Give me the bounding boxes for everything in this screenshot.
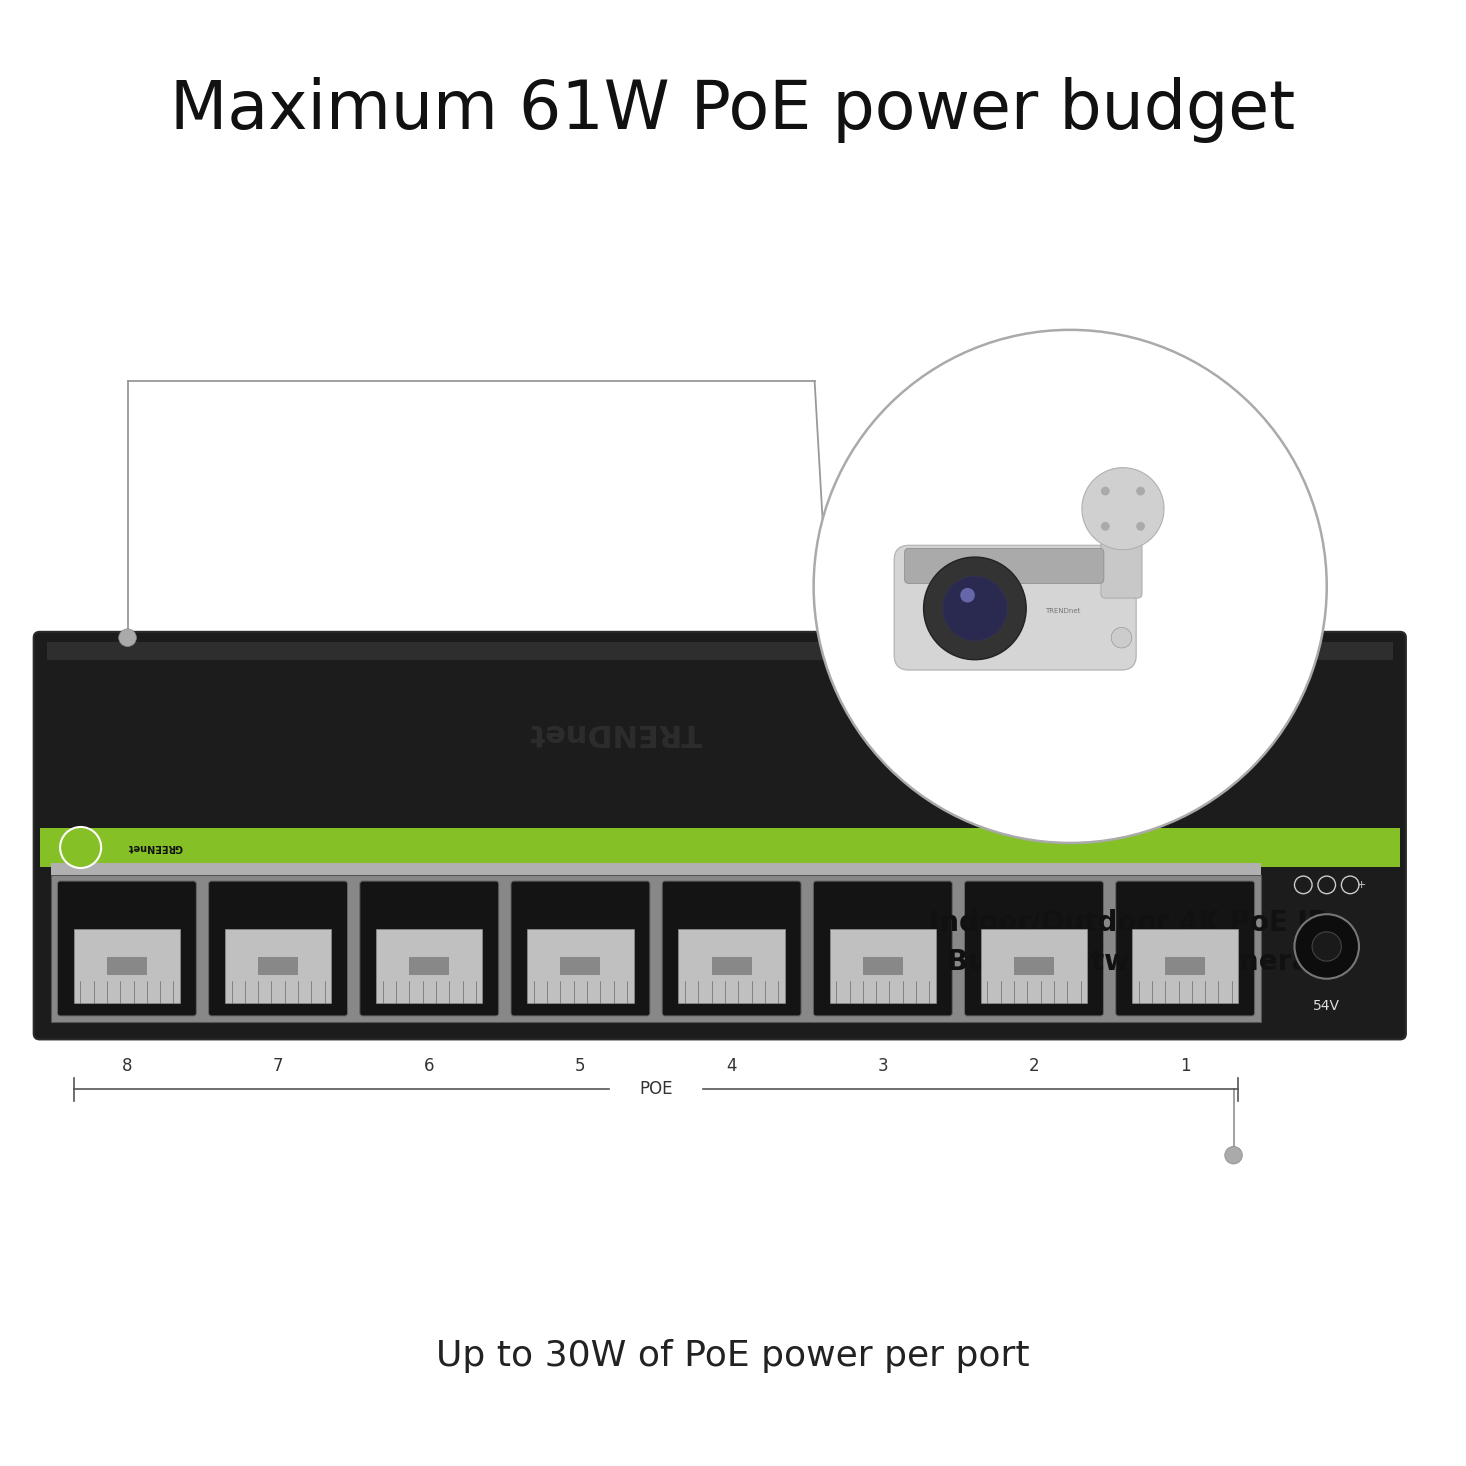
Bar bbox=[679, 929, 784, 1003]
Circle shape bbox=[960, 588, 975, 603]
Text: 54V: 54V bbox=[1314, 1000, 1340, 1013]
Bar bbox=[377, 929, 482, 1003]
Bar bbox=[409, 957, 449, 975]
Circle shape bbox=[943, 576, 1007, 641]
Text: 1: 1 bbox=[1180, 1057, 1190, 1075]
FancyBboxPatch shape bbox=[359, 881, 498, 1016]
Bar bbox=[40, 828, 1400, 868]
Bar bbox=[711, 957, 752, 975]
FancyBboxPatch shape bbox=[57, 881, 196, 1016]
FancyBboxPatch shape bbox=[34, 632, 1406, 1039]
Text: 5: 5 bbox=[575, 1057, 586, 1075]
Text: TRENDnet: TRENDnet bbox=[529, 718, 702, 748]
Circle shape bbox=[1111, 627, 1132, 648]
FancyBboxPatch shape bbox=[663, 881, 800, 1016]
FancyBboxPatch shape bbox=[512, 881, 649, 1016]
Text: TRENDnet: TRENDnet bbox=[1045, 608, 1080, 614]
Text: GREENnet: GREENnet bbox=[128, 843, 183, 853]
Circle shape bbox=[1224, 1146, 1242, 1164]
Text: POE: POE bbox=[639, 1080, 673, 1098]
Bar bbox=[258, 957, 298, 975]
Circle shape bbox=[119, 629, 136, 647]
Text: 7: 7 bbox=[273, 1057, 283, 1075]
FancyBboxPatch shape bbox=[814, 881, 953, 1016]
Bar bbox=[47, 642, 1393, 660]
Text: 8: 8 bbox=[122, 1057, 132, 1075]
Circle shape bbox=[1082, 468, 1164, 550]
FancyBboxPatch shape bbox=[894, 545, 1136, 670]
Text: Up to 30W of PoE power per port: Up to 30W of PoE power per port bbox=[437, 1338, 1029, 1374]
Text: Maximum 61W PoE power budget: Maximum 61W PoE power budget bbox=[170, 76, 1296, 144]
FancyBboxPatch shape bbox=[208, 881, 347, 1016]
Bar bbox=[981, 929, 1088, 1003]
Text: 4: 4 bbox=[726, 1057, 737, 1075]
FancyBboxPatch shape bbox=[905, 548, 1104, 583]
Circle shape bbox=[1101, 487, 1110, 496]
Circle shape bbox=[1136, 522, 1145, 531]
Bar bbox=[51, 863, 1261, 875]
Text: +: + bbox=[1358, 880, 1366, 890]
Bar bbox=[1132, 929, 1239, 1003]
Bar bbox=[51, 875, 1261, 1022]
Bar bbox=[560, 957, 601, 975]
FancyBboxPatch shape bbox=[1116, 881, 1255, 1016]
Text: 3: 3 bbox=[878, 1057, 888, 1075]
Circle shape bbox=[1136, 487, 1145, 496]
Bar bbox=[1165, 957, 1205, 975]
Bar bbox=[863, 957, 903, 975]
Circle shape bbox=[924, 557, 1026, 660]
Text: 2: 2 bbox=[1029, 1057, 1039, 1075]
Text: Indoor/Outdoor 4K PoE IR
Bullet Network Camera: Indoor/Outdoor 4K PoE IR Bullet Network … bbox=[929, 909, 1328, 976]
Circle shape bbox=[60, 827, 101, 868]
FancyBboxPatch shape bbox=[965, 881, 1104, 1016]
Circle shape bbox=[814, 330, 1327, 843]
Bar bbox=[73, 929, 180, 1003]
Bar bbox=[1014, 957, 1054, 975]
Text: 6: 6 bbox=[424, 1057, 434, 1075]
FancyBboxPatch shape bbox=[1101, 509, 1142, 598]
Circle shape bbox=[1312, 932, 1341, 962]
Circle shape bbox=[1294, 915, 1359, 979]
Bar bbox=[224, 929, 331, 1003]
Circle shape bbox=[1101, 522, 1110, 531]
Bar bbox=[830, 929, 935, 1003]
Bar bbox=[107, 957, 147, 975]
Bar bbox=[528, 929, 633, 1003]
